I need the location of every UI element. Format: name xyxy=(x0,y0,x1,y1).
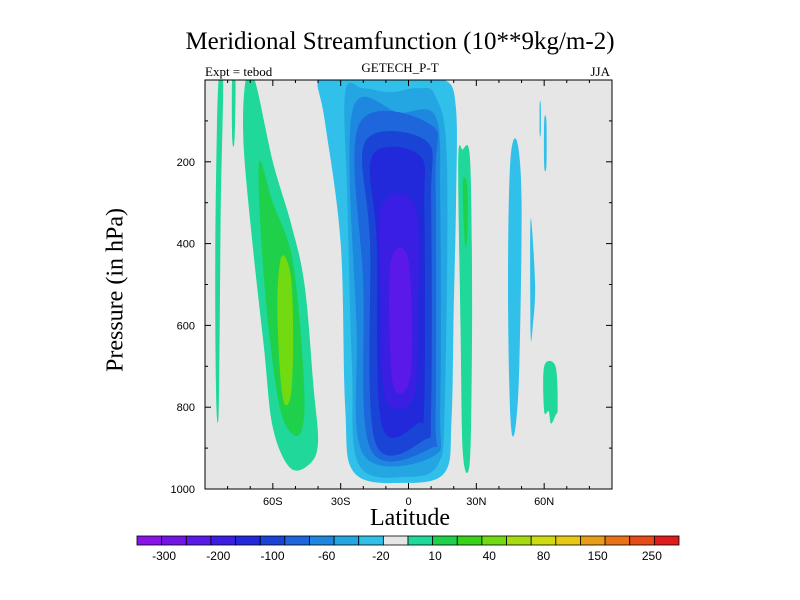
colorbar-box xyxy=(358,535,384,546)
colorbar-box xyxy=(580,535,606,546)
colorbar-label: -200 xyxy=(206,549,230,563)
southern-hemisphere-thin-cell xyxy=(215,80,224,423)
y-tick-label: 200 xyxy=(177,157,195,169)
colorbar-box xyxy=(185,535,212,546)
chart-title: Meridional Streamfunction (10**9kg/m-2) xyxy=(185,28,615,55)
southern-hemisphere-ferrel-core-80 xyxy=(277,255,294,406)
colorbar-box xyxy=(333,535,360,546)
southern-hemisphere-thin-cell-2 xyxy=(231,80,236,147)
colorbar-label: 250 xyxy=(642,549,662,563)
y-tick-label: 800 xyxy=(177,402,195,414)
colorbar-box xyxy=(161,535,187,546)
colorbar-box xyxy=(210,535,236,546)
model-label: GETECH_P-T xyxy=(361,60,439,75)
northern-hemisphere-polar-10 xyxy=(543,360,558,424)
x-tick-label: 30N xyxy=(466,496,486,508)
colorbar-label: -60 xyxy=(318,549,336,563)
y-tick-label: 400 xyxy=(177,239,195,251)
colorbar-label: 10 xyxy=(428,549,442,563)
colorbar-box xyxy=(259,535,286,546)
experiment-label: Expt = tebod xyxy=(205,64,273,79)
x-tick-label: 60N xyxy=(534,496,554,508)
colorbar-box xyxy=(604,535,631,546)
colorbar-box xyxy=(530,535,557,546)
northern-hemisphere-polar-m20d xyxy=(543,115,547,172)
colorbar-box xyxy=(506,535,532,546)
colorbar-box xyxy=(555,535,581,546)
northern-hemisphere-cell-10 xyxy=(458,144,473,474)
colorbar-label: -100 xyxy=(260,549,284,563)
colorbar-label: 40 xyxy=(483,549,497,563)
colorbar-box xyxy=(309,535,335,546)
colorbar-box xyxy=(456,535,483,546)
northern-hemisphere-polar-m20c xyxy=(539,100,541,137)
x-tick-label: 0 xyxy=(405,496,411,508)
colorbar-box xyxy=(629,535,655,546)
northern-hemisphere-cell-40 xyxy=(462,177,468,248)
colorbar-box xyxy=(136,535,163,546)
colorbar-label: 80 xyxy=(537,549,551,563)
colorbar-box xyxy=(432,535,458,546)
colorbar-label: -300 xyxy=(152,549,176,563)
hadley-cell-core xyxy=(389,247,413,394)
colorbar-box xyxy=(235,535,261,546)
x-tick-label: 60S xyxy=(263,496,283,508)
contour-layer xyxy=(215,80,558,484)
northern-hemisphere-polar-m20b xyxy=(530,218,536,342)
colorbar-box xyxy=(481,535,507,546)
x-axis-label: Latitude xyxy=(370,505,450,531)
y-tick-label: 1000 xyxy=(171,484,195,496)
season-label: JJA xyxy=(590,64,610,79)
colorbar-box xyxy=(284,535,310,546)
colorbar-box xyxy=(653,535,680,546)
y-tick-label: 600 xyxy=(177,320,195,332)
colorbar-label: -20 xyxy=(372,549,390,563)
northern-hemisphere-polar-m20a xyxy=(508,138,522,437)
colorbar-label: 150 xyxy=(588,549,608,563)
x-tick-label: 30S xyxy=(331,496,351,508)
colorbar-box xyxy=(407,535,434,546)
colorbar-box xyxy=(382,535,409,546)
